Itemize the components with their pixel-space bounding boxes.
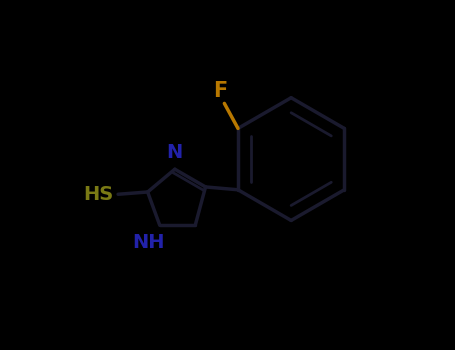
Text: HS: HS (83, 185, 114, 204)
Text: N: N (166, 143, 182, 162)
Text: NH: NH (132, 233, 165, 252)
Text: F: F (213, 81, 228, 101)
